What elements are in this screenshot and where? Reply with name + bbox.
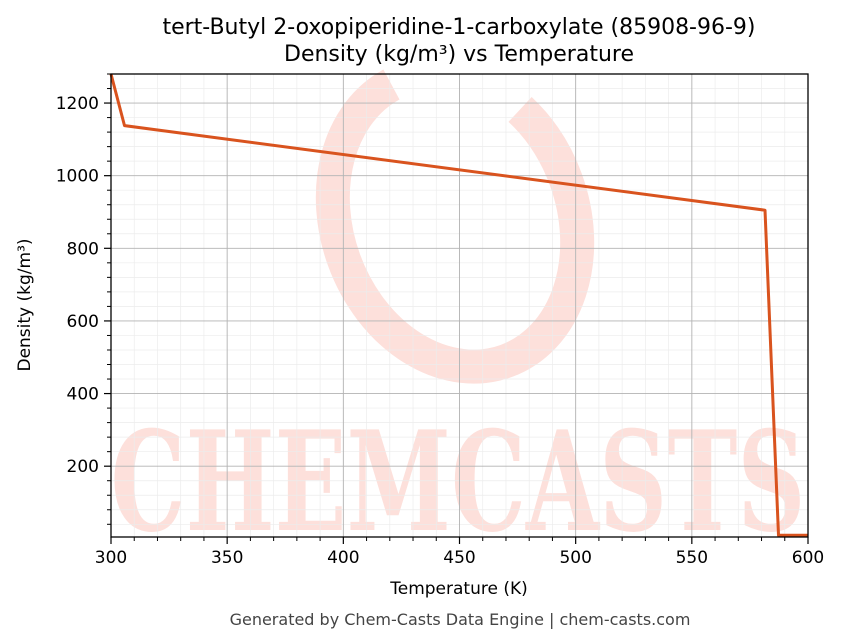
footer-credit: Generated by Chem-Casts Data Engine | ch…	[230, 610, 691, 629]
watermark-logo-ring	[315, 56, 595, 384]
y-tick-label: 600	[67, 312, 99, 332]
x-tick-label: 450	[443, 548, 475, 568]
y-axis-label: Density (kg/m³)	[15, 238, 35, 371]
x-tick-label: 600	[792, 548, 824, 568]
density-series-line	[109, 73, 808, 537]
x-axis-label: Temperature (K)	[389, 579, 528, 599]
y-axis-ticks: 200 400 600 800 1000 1200	[56, 73, 111, 525]
x-tick-label: 350	[211, 548, 243, 568]
x-tick-label: 300	[95, 548, 127, 568]
y-tick-label: 1000	[56, 167, 99, 187]
y-tick-label: 1200	[56, 94, 99, 114]
x-tick-label: 400	[327, 548, 359, 568]
major-grid	[110, 74, 809, 537]
x-tick-label: 500	[559, 548, 591, 568]
x-axis-ticks: 300 350 400 450 500 550 600	[95, 537, 824, 568]
watermark-text: CHEMCASTS	[111, 400, 806, 563]
y-tick-label: 800	[67, 239, 99, 259]
x-tick-label: 550	[676, 548, 708, 568]
chart-title-line2: Density (kg/m³) vs Temperature	[284, 42, 634, 67]
chart-title-line1: tert-Butyl 2-oxopiperidine-1-carboxylate…	[162, 15, 755, 40]
y-tick-label: 200	[67, 457, 99, 477]
y-tick-label: 400	[67, 385, 99, 405]
